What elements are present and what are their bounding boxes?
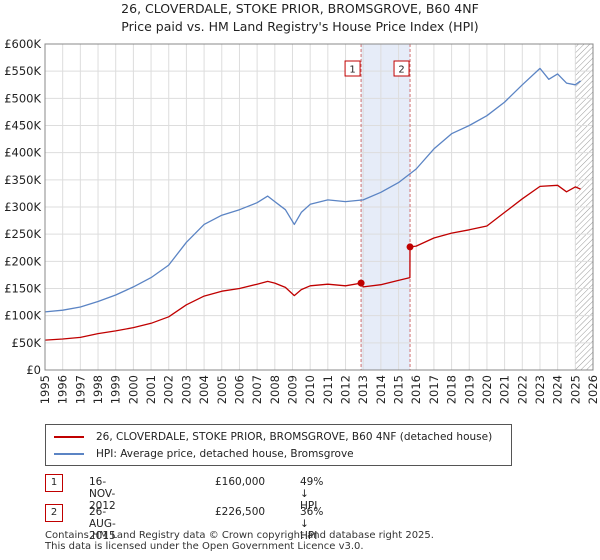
chart-title-address: 26, CLOVERDALE, STOKE PRIOR, BROMSGROVE,… <box>121 1 479 16</box>
x-tick-label: 1998 <box>91 375 105 404</box>
sale-label-box <box>344 60 361 77</box>
y-tick-label: £600K <box>4 37 41 51</box>
y-tick-label: £50K <box>12 336 42 350</box>
hpi-line <box>44 67 581 313</box>
x-tick-label: 2016 <box>409 375 423 404</box>
sale-date: 16-NOV-2012 <box>89 476 116 512</box>
x-tick-label: 2024 <box>551 375 565 404</box>
sale-label-number: 2 <box>398 65 404 76</box>
x-tick-label: 2008 <box>268 375 282 404</box>
chart-title-subtitle: Price paid vs. HM Land Registry's House … <box>121 19 479 34</box>
footer-copyright: Contains HM Land Registry data © Crown c… <box>45 530 434 541</box>
x-tick-label: 2006 <box>232 375 246 404</box>
y-tick-label: £400K <box>4 146 41 160</box>
x-tick-label: 1999 <box>109 375 123 404</box>
sale-date: 26-AUG-2015 <box>89 506 116 542</box>
sale-label-number: 1 <box>349 65 355 76</box>
sale-hpi-diff: 36% ↓ HPI <box>300 506 324 542</box>
x-tick-label: 2020 <box>480 375 494 404</box>
y-tick-label: £300K <box>4 200 41 214</box>
x-tick-label: 2026 <box>586 375 600 404</box>
y-tick-label: £500K <box>4 91 41 105</box>
property-price-line <box>44 184 581 341</box>
sale-label-box <box>393 60 410 77</box>
y-tick-label: £200K <box>4 254 41 268</box>
x-tick-label: 2009 <box>285 375 299 404</box>
sale-number-badge: 1 <box>45 474 63 492</box>
legend-swatch-hpi <box>54 453 84 455</box>
x-tick-label: 2002 <box>162 375 176 404</box>
x-tick-label: 2019 <box>462 375 476 404</box>
legend-item-hpi: HPI: Average price, detached house, Brom… <box>54 446 354 462</box>
x-tick-label: 2001 <box>144 375 158 404</box>
sale-point <box>357 279 365 287</box>
x-tick-label: 2003 <box>179 375 193 404</box>
x-tick-label: 2025 <box>568 375 582 404</box>
x-tick-label: 1996 <box>56 375 70 404</box>
sale-number-badge: 2 <box>45 504 63 522</box>
x-tick-label: 2010 <box>303 375 317 404</box>
y-tick-label: £450K <box>4 119 41 133</box>
price-chart: 1 2 £0 £50K £100K £150K £200K £250K £300K £350K £… <box>4 37 600 404</box>
legend-swatch-property <box>54 436 84 438</box>
x-tick-label: 2022 <box>515 375 529 404</box>
sale-price: £226,500 <box>215 506 266 518</box>
y-tick-label: £350K <box>4 173 41 187</box>
footer-licence: This data is licensed under the Open Gov… <box>45 541 364 552</box>
x-tick-label: 2000 <box>126 375 140 404</box>
x-tick-label: 2005 <box>215 375 229 404</box>
x-tick-label: 2023 <box>533 375 547 404</box>
attribution-footer: Contains HM Land Registry data © Crown c… <box>45 530 434 552</box>
x-tick-label: 2021 <box>498 375 512 404</box>
x-tick-label: 2015 <box>392 375 406 404</box>
legend-label-property: 26, CLOVERDALE, STOKE PRIOR, BROMSGROVE,… <box>96 431 493 443</box>
x-tick-label: 2012 <box>339 375 353 404</box>
legend-label-hpi: HPI: Average price, detached house, Brom… <box>96 448 354 460</box>
y-tick-label: £150K <box>4 282 41 296</box>
sale-point <box>406 243 414 251</box>
x-tick-label: 1995 <box>38 375 52 404</box>
x-tick-label: 2007 <box>250 375 264 404</box>
x-tick-label: 2011 <box>321 375 335 404</box>
sale-hpi-diff: 49% ↓ HPI <box>300 476 324 512</box>
y-tick-label: £250K <box>4 227 41 241</box>
y-tick-label: £550K <box>4 64 41 78</box>
plot-frame <box>44 43 594 371</box>
x-tick-label: 2013 <box>356 375 370 404</box>
x-tick-label: 2017 <box>427 375 441 404</box>
x-tick-label: 2004 <box>197 375 211 404</box>
chart-legend: 26, CLOVERDALE, STOKE PRIOR, BROMSGROVE,… <box>45 424 512 466</box>
x-tick-label: 1997 <box>73 375 87 404</box>
y-tick-label: £100K <box>4 309 41 323</box>
x-tick-label: 2018 <box>445 375 459 404</box>
legend-item-property: 26, CLOVERDALE, STOKE PRIOR, BROMSGROVE,… <box>54 429 492 445</box>
y-tick-label: £0 <box>26 363 41 377</box>
sale-price: £160,000 <box>215 476 266 488</box>
x-tick-label: 2014 <box>374 375 388 404</box>
